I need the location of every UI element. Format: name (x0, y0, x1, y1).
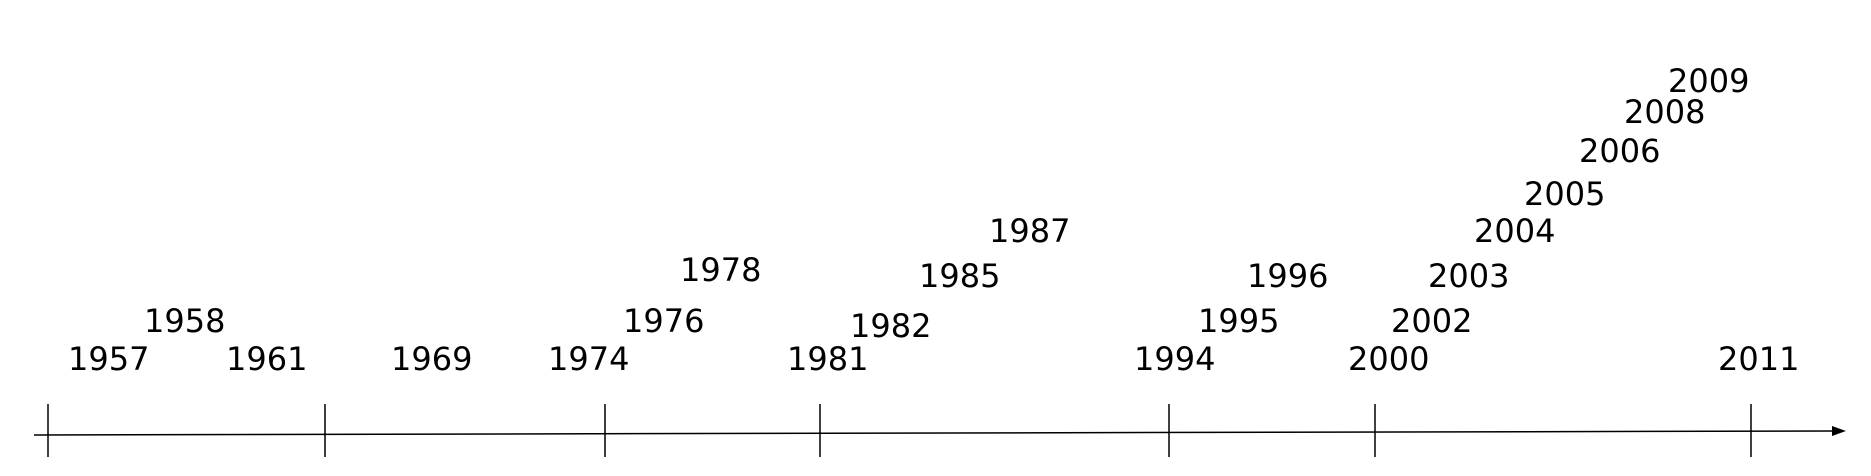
year-label: 1958 (144, 302, 225, 340)
year-label: 1978 (680, 251, 761, 289)
year-label: 2011 (1718, 340, 1799, 378)
year-label: 1994 (1134, 340, 1215, 378)
year-label: 1982 (850, 307, 931, 345)
year-label: 2008 (1624, 93, 1705, 131)
year-label: 1985 (919, 257, 1000, 295)
year-label: 2003 (1428, 257, 1509, 295)
year-label: 1976 (623, 302, 704, 340)
timeline-arrowhead (1832, 426, 1846, 436)
year-label: 2005 (1524, 175, 1605, 213)
year-label: 1995 (1198, 302, 1279, 340)
year-label: 1961 (226, 340, 307, 378)
year-label: 1981 (787, 340, 868, 378)
year-label: 2006 (1579, 132, 1660, 170)
year-label: 1957 (68, 340, 149, 378)
year-label: 1969 (391, 340, 472, 378)
year-label: 1987 (989, 212, 1070, 250)
year-label: 2000 (1348, 340, 1429, 378)
timeline-axis (33, 430, 1837, 436)
year-label: 1996 (1247, 257, 1328, 295)
year-label: 1974 (548, 340, 629, 378)
year-label: 2004 (1474, 212, 1555, 250)
year-label: 2002 (1391, 302, 1472, 340)
year-label: 2009 (1668, 62, 1749, 100)
